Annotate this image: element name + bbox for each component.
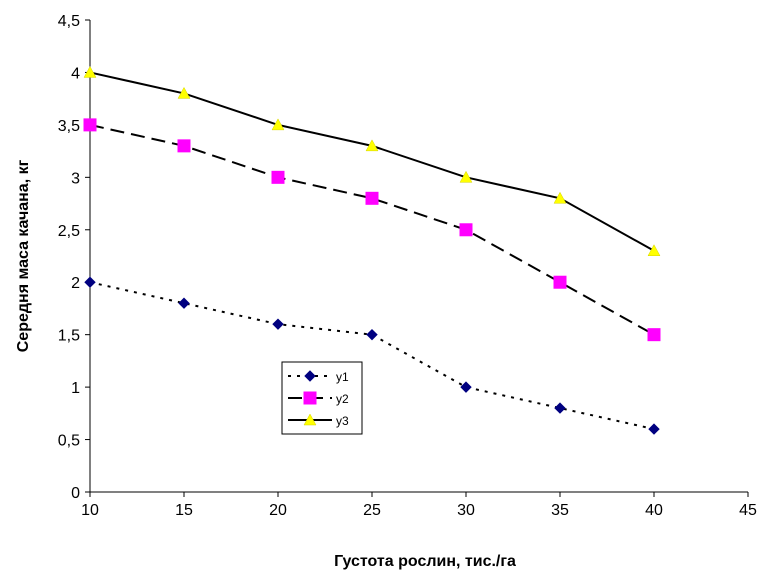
x-tick-label: 35 [551,502,569,519]
legend-label-y1: y1 [336,370,349,384]
data-point-y2 [647,328,661,342]
y-axis-title: Середня маса качана, кг [15,159,32,352]
data-point-y3 [83,65,97,78]
series-layer [83,65,661,435]
legend: y1 y2 y3 [281,361,363,435]
series-line-y1 [89,281,655,431]
x-axis-title: Густота рослин, тис./га [334,553,516,570]
x-tick-label: 25 [363,502,381,519]
data-point-y3 [647,244,661,257]
x-tick-label: 20 [269,502,287,519]
data-point-y1 [366,328,378,341]
x-tick-label: 15 [175,502,193,519]
y-tick-label: 2,5 [58,223,80,240]
data-point-y3 [459,170,473,183]
data-point-y3 [177,86,191,99]
data-point-y1 [460,381,472,393]
legend-label-y3: y3 [336,414,349,428]
legend-marker-y1 [304,370,316,382]
data-point-y1 [554,402,566,414]
data-point-y1 [648,423,660,435]
series-line-y3 [89,71,655,252]
y-tick-label: 4 [71,65,80,82]
y-tick-label: 1 [71,380,80,397]
data-point-y2 [271,170,285,184]
legend-entry-y1: y1 [288,370,349,384]
x-tick-label: 30 [457,502,475,519]
y-tick-label: 0 [71,485,80,502]
data-point-y1 [84,276,96,288]
data-point-y2 [553,275,567,289]
y-tick-label: 3 [71,170,80,187]
data-point-y1 [272,318,284,330]
x-tick-label: 40 [645,502,663,519]
data-point-y2 [177,139,191,153]
plot-area: 10 15 20 25 30 35 40 45 0 0,5 1 1,5 2 2,5 3 3,5 4 4,5 [58,13,757,519]
series-y3 [83,65,661,257]
series-line-y2 [89,123,655,336]
legend-marker-y3 [303,413,317,426]
legend-entry-y3: y3 [288,413,349,428]
legend-entry-y2: y2 [288,391,349,406]
x-tick-label: 10 [81,502,99,519]
data-point-y3 [365,139,379,152]
data-point-y3 [553,191,567,204]
data-point-y3 [271,118,285,131]
y-axis-ticks: 0 0,5 1 1,5 2 2,5 3 3,5 4 4,5 [58,13,90,502]
data-point-y2 [83,118,97,132]
series-y2 [83,118,661,342]
y-tick-label: 4,5 [58,13,80,30]
series-y1 [84,276,660,435]
y-tick-label: 0,5 [58,433,80,450]
y-tick-label: 3,5 [58,118,80,135]
legend-marker-y2 [303,391,317,405]
y-tick-label: 1,5 [58,328,80,345]
data-point-y1 [178,297,190,309]
legend-label-y2: y2 [336,392,349,406]
y-tick-label: 2 [71,275,80,292]
x-axis-ticks: 10 15 20 25 30 35 40 45 [81,492,757,519]
x-tick-label: 45 [739,502,757,519]
data-point-y2 [365,191,379,205]
data-point-y2 [459,223,473,237]
